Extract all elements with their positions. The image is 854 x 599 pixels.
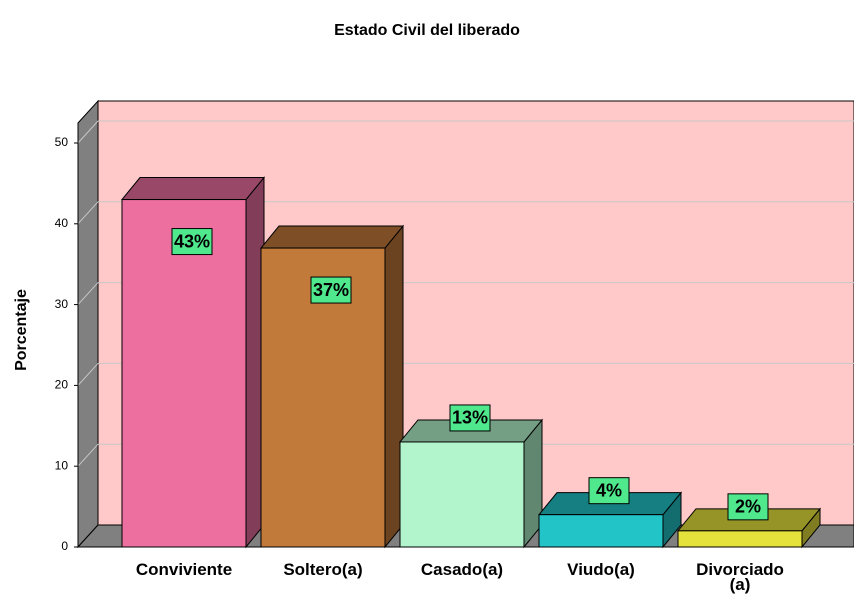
data-label: 43% (174, 231, 210, 251)
data-label: 13% (452, 408, 488, 428)
y-tick-label: 0 (61, 539, 68, 553)
chart-title: Estado Civil del liberado (334, 22, 520, 39)
grid-line (77, 282, 99, 305)
x-tick-label: Conviviente (135, 560, 233, 579)
grid-line (77, 120, 99, 144)
x-tick-label: Soltero(a) (283, 560, 363, 579)
side-wall (77, 99, 99, 549)
data-label: 2% (735, 497, 761, 517)
data-label: 37% (313, 280, 349, 300)
y-axis-label: Porcentaje (13, 289, 30, 371)
grid-line (77, 443, 99, 467)
y-tick-label: 40 (55, 216, 69, 230)
y-tick-label: 20 (55, 378, 69, 392)
grid-line (77, 363, 99, 386)
y-tick-label: 10 (55, 458, 69, 472)
bar (538, 514, 664, 548)
x-tick-label: Viudo(a) (567, 560, 635, 579)
data-label: 4% (596, 480, 622, 500)
grid-line (77, 201, 99, 225)
data-label-box (449, 404, 491, 432)
data-label-box (171, 228, 213, 256)
data-label-box (588, 477, 630, 505)
bar (121, 199, 247, 548)
bar-top (259, 225, 405, 249)
bar (399, 441, 525, 548)
data-label-box (727, 493, 769, 521)
bar-top (120, 177, 266, 201)
bar (677, 530, 803, 548)
x-tick-label: Divorciado (a) (696, 560, 784, 594)
y-tick-label: 30 (55, 297, 69, 311)
data-label-box (310, 276, 352, 304)
x-tick-label: Casado(a) (420, 560, 504, 579)
y-tick-label: 50 (55, 135, 69, 149)
